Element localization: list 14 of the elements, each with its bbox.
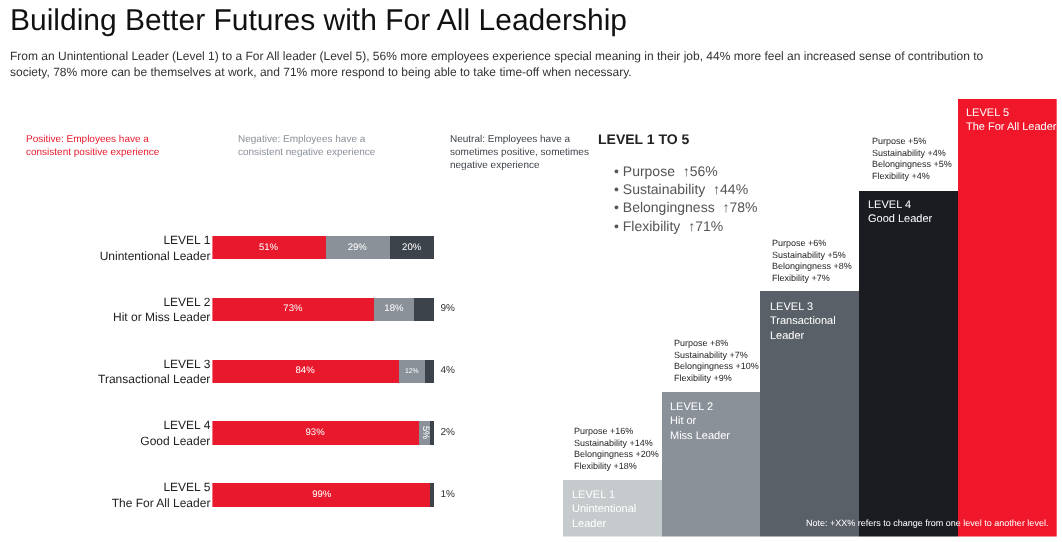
bar [859, 190, 958, 537]
bar [425, 359, 435, 383]
bar [760, 291, 860, 537]
bar [212, 359, 399, 383]
chart-title: Building Better Futures with For All Leadership [10, 4, 627, 38]
bar [957, 98, 1057, 537]
bar [212, 297, 375, 322]
bar [414, 297, 435, 322]
bar [212, 235, 326, 260]
bar [325, 235, 390, 260]
bar [212, 421, 419, 445]
bar [429, 421, 435, 445]
bar [212, 483, 433, 507]
bar [661, 392, 761, 537]
